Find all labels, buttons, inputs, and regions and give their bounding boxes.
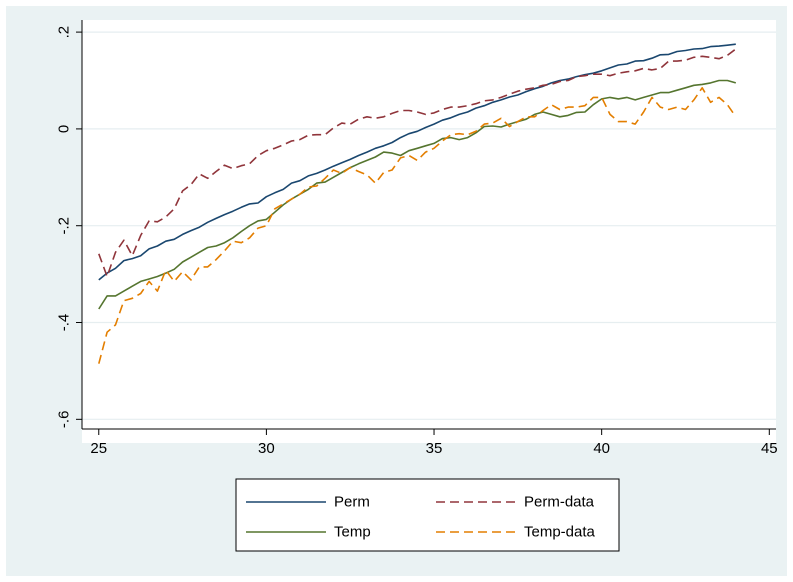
y-tick-label: -.2 [56, 217, 73, 235]
series-line-perm [98, 43, 736, 281]
legend-label-temp: Temp [334, 524, 371, 541]
x-tick-label: 25 [90, 440, 107, 457]
legend-box [235, 478, 620, 552]
chart-frame: 25 30 35 40 45 .2 0 -.2 -.4 -.6 Perm Perm-data Tem… [6, 6, 787, 576]
x-tick-label: 40 [593, 440, 610, 457]
legend-label-perm: Perm [334, 494, 370, 511]
series-line-temp [98, 79, 737, 310]
y-tick-label: .2 [56, 26, 73, 39]
y-axis-ticks: .2 0 -.2 -.4 -.6 [56, 26, 82, 429]
x-tick-label: 45 [761, 440, 778, 457]
legend-label-temp-data: Temp-data [524, 524, 596, 541]
y-tick-label: 0 [56, 125, 73, 133]
y-tick-label: -.4 [56, 314, 73, 332]
legend-label-perm-data: Perm-data [524, 494, 595, 511]
series-line-perm-data [98, 48, 737, 278]
series-lines [98, 43, 737, 364]
legend: Perm Perm-data Temp Temp-data [235, 478, 620, 552]
x-tick-label: 35 [426, 440, 443, 457]
line-chart: 25 30 35 40 45 .2 0 -.2 -.4 -.6 Perm Perm-data Tem… [56, 20, 778, 552]
plot-area [82, 20, 776, 443]
series-line-temp-data [98, 87, 737, 364]
x-tick-label: 30 [258, 440, 275, 457]
y-tick-label: -.6 [56, 411, 73, 429]
gridlines [82, 31, 776, 420]
x-axis-ticks: 25 30 35 40 45 [90, 429, 778, 457]
